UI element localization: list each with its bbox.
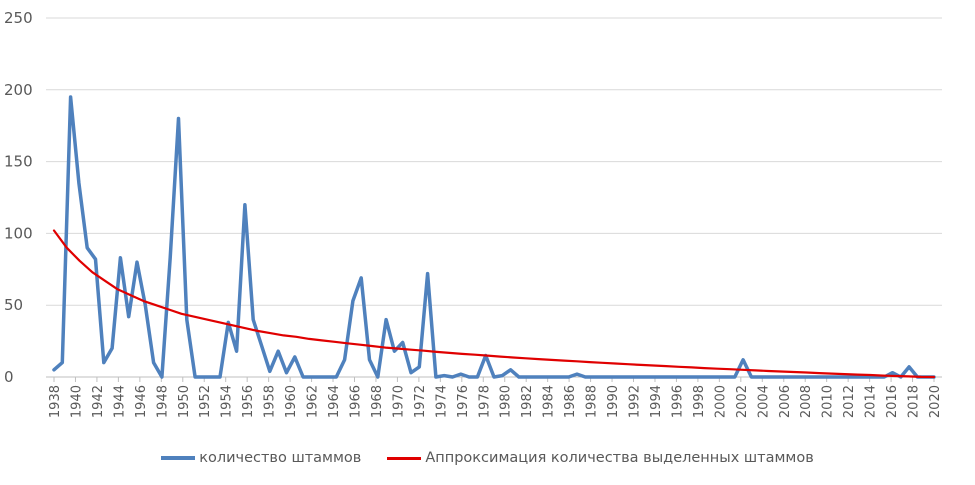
x-tick-label: 1950 — [177, 385, 192, 418]
x-tick-label: 2006 — [778, 385, 793, 418]
x-tick-label: 1982 — [520, 385, 535, 418]
gridlines — [46, 17, 942, 306]
x-tick-label: 2002 — [735, 385, 750, 418]
x-tick-label: 1954 — [220, 385, 235, 418]
x-tick-label: 1980 — [499, 385, 514, 418]
x-tick-labels: 1938 1940 1942 1944 1946 1948 1950 1952 1954 1956… — [48, 385, 943, 418]
legend-label-series-2: Аппроксимация количества выделенных штам… — [425, 450, 814, 466]
x-tick-label: 1940 — [69, 385, 84, 418]
x-tick-label: 1964 — [327, 385, 342, 418]
x-tick-label: 2012 — [842, 385, 857, 418]
x-tick-label: 1970 — [391, 385, 406, 418]
x-tick-label: 1990 — [606, 385, 621, 418]
x-tick-label: 1962 — [306, 385, 321, 418]
y-tick-label: 150 — [4, 153, 33, 171]
x-tick-label: 2008 — [799, 385, 814, 418]
x-tick-label: 1972 — [413, 385, 428, 418]
legend-label-series-1: количество штаммов — [199, 450, 362, 466]
x-tick-label: 2010 — [821, 385, 836, 418]
x-tick-label: 1958 — [263, 385, 278, 418]
series — [52, 95, 936, 379]
x-tick-label: 1944 — [112, 385, 127, 418]
x-tick-label: 2016 — [885, 385, 900, 418]
x-tick-label: 2004 — [756, 385, 771, 418]
x-tick-label: 1942 — [91, 385, 106, 418]
y-tick-label: 0 — [4, 368, 14, 386]
x-tick-label: 1976 — [456, 385, 471, 418]
x-tick-label: 1948 — [155, 385, 170, 418]
x-tick-label: 1960 — [284, 385, 299, 418]
x-tick-label: 1974 — [434, 385, 449, 418]
legend-item-series-2: Аппроксимация количества выделенных штам… — [387, 450, 814, 466]
x-tick-label: 2000 — [713, 385, 728, 418]
y-tick-label: 200 — [4, 81, 33, 99]
x-tick-label: 1996 — [670, 385, 685, 418]
x-tick-label: 1978 — [477, 385, 492, 418]
x-tick-label: 1946 — [134, 385, 149, 418]
x-tick-label: 1938 — [48, 385, 63, 418]
y-tick-labels: 0 50 100 150 200 250 — [4, 9, 33, 386]
y-tick-label: 50 — [4, 296, 23, 314]
x-tick-label: 1956 — [241, 385, 256, 418]
x-tick-label: 1952 — [198, 385, 213, 418]
x-tick-label: 1992 — [628, 385, 643, 418]
x-tick-label: 2014 — [864, 385, 879, 418]
x-tick-label: 2020 — [928, 385, 943, 418]
legend-item-series-1: количество штаммов — [161, 450, 361, 466]
x-tick-label: 1984 — [542, 385, 557, 418]
y-tick-label: 250 — [4, 9, 33, 27]
legend-swatch-series-2 — [387, 456, 422, 460]
y-tick-label: 100 — [4, 224, 33, 242]
series-line-strains — [52, 95, 936, 379]
legend: количество штаммов Аппроксимация количес… — [0, 450, 975, 466]
x-tick-label: 1998 — [692, 385, 707, 418]
x-tick-label: 1966 — [348, 385, 363, 418]
x-tick-label: 1968 — [370, 385, 385, 418]
x-tick-label: 1986 — [563, 385, 578, 418]
series-line-trend — [52, 229, 936, 379]
x-tick-label: 1994 — [649, 385, 664, 418]
x-tick-label: 2018 — [907, 385, 922, 418]
legend-swatch-series-1 — [161, 456, 196, 460]
x-tick-label: 1988 — [585, 385, 600, 418]
